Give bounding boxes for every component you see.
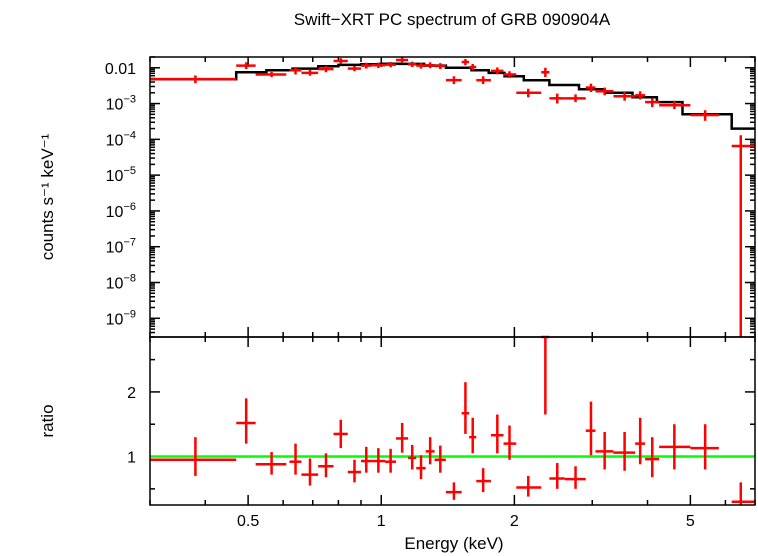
ratio-point [490, 414, 504, 454]
ratio-point [347, 459, 362, 483]
ratio-point [333, 419, 348, 449]
ratio-point [445, 482, 462, 500]
spectrum-point [731, 135, 755, 337]
spectrum-point [585, 83, 596, 93]
top-y-tick-label: 10−8 [106, 272, 136, 292]
spectrum-point [503, 71, 517, 78]
spectrum-point [490, 67, 504, 75]
spectrum-point [516, 88, 542, 98]
x-tick-label: 1 [377, 513, 386, 530]
ratio-point [289, 443, 302, 475]
ratio-point [516, 475, 542, 497]
ratio-point [236, 398, 256, 444]
ratio-point [461, 382, 470, 434]
spectrum-point [425, 62, 435, 69]
top-y-tick-label: 10−4 [106, 129, 136, 149]
spectrum-point [361, 62, 372, 69]
bottom-panel-frame [149, 336, 756, 506]
ratio-point [731, 482, 755, 505]
spectrum-point [289, 67, 302, 75]
spectrum-point [408, 61, 417, 68]
x-tick-label: 5 [686, 513, 695, 530]
ratio-point [301, 458, 319, 486]
ratio-point [476, 468, 491, 493]
ratio-point [425, 437, 435, 465]
ratio-point [408, 444, 417, 470]
x-axis-label: Energy (keV) [404, 534, 503, 553]
ratio-point [255, 452, 287, 475]
ratio-point [595, 431, 614, 470]
spectrum-data-points [150, 57, 755, 337]
bottom-y-tick-labels: 12 [127, 385, 136, 467]
ratio-point [385, 448, 397, 473]
spectrum-point [461, 59, 470, 66]
top-y-tick-label: 10−3 [106, 94, 136, 114]
spectrum-point [333, 58, 348, 64]
ratio-point [564, 466, 586, 489]
x-tick-label: 2 [510, 513, 519, 530]
spectrum-point [318, 66, 334, 73]
bottom-y-tick-label: 2 [127, 385, 136, 402]
ratio-point [503, 425, 517, 460]
ratio-point [469, 417, 477, 454]
top-y-axis-label: counts s⁻¹ keV⁻¹ [38, 133, 57, 260]
ratio-point [549, 463, 565, 489]
x-tick-labels: 0.5 1 2 5 [237, 513, 695, 530]
spectrum-point [416, 62, 426, 69]
ratio-point [361, 446, 372, 473]
ratio-point [150, 437, 237, 476]
spectrum-point [434, 63, 446, 70]
ratio-point [690, 424, 719, 470]
spectrum-point [659, 100, 691, 110]
ratio-point [416, 455, 426, 480]
x-tick-label: 0.5 [237, 513, 259, 530]
ratio-point [645, 437, 660, 478]
spectrum-point [396, 57, 409, 63]
ratio-point [585, 401, 596, 456]
bottom-y-axis-label: ratio [38, 404, 57, 437]
top-y-tick-label: 0.01 [105, 61, 136, 78]
spectrum-point [469, 63, 477, 71]
ratio-point [396, 422, 409, 453]
top-y-tick-label: 10−5 [106, 165, 136, 185]
spectrum-point [613, 92, 636, 101]
spectrum-point [445, 76, 462, 85]
bottom-y-tick-label: 1 [127, 450, 136, 467]
ratio-point [318, 453, 334, 478]
spectrum-point [690, 110, 719, 121]
spectrum-point [301, 69, 319, 76]
spectrum-point [549, 93, 565, 104]
spectrum-point [476, 76, 491, 85]
spectrum-point [595, 87, 614, 96]
top-y-tick-label: 10−6 [106, 201, 136, 221]
ratio-point [635, 417, 646, 465]
spectrum-point [564, 94, 586, 103]
ratio-point [371, 448, 386, 473]
spectrum-point [236, 62, 256, 70]
ratio-point [434, 445, 446, 473]
top-y-tick-label: 10−9 [106, 308, 136, 328]
spectrum-point [645, 98, 660, 108]
spectrum-point [635, 91, 646, 100]
spectrum-point [150, 75, 237, 84]
ratio-point [613, 431, 636, 471]
spectrum-point [255, 71, 287, 78]
ratio-point [659, 424, 691, 470]
spectrum-point [347, 66, 362, 72]
ratio-data-points [150, 335, 755, 505]
spectrum-point [541, 67, 550, 78]
spectrum-point [385, 61, 397, 68]
chart-title: Swift−XRT PC spectrum of GRB 090904A [294, 10, 611, 29]
top-y-tick-labels: 0.01 10−3 10−4 10−5 10−6 10−7 10−8 10−9 [105, 61, 136, 329]
spectrum-point [371, 62, 386, 69]
top-y-tick-label: 10−7 [106, 237, 136, 257]
